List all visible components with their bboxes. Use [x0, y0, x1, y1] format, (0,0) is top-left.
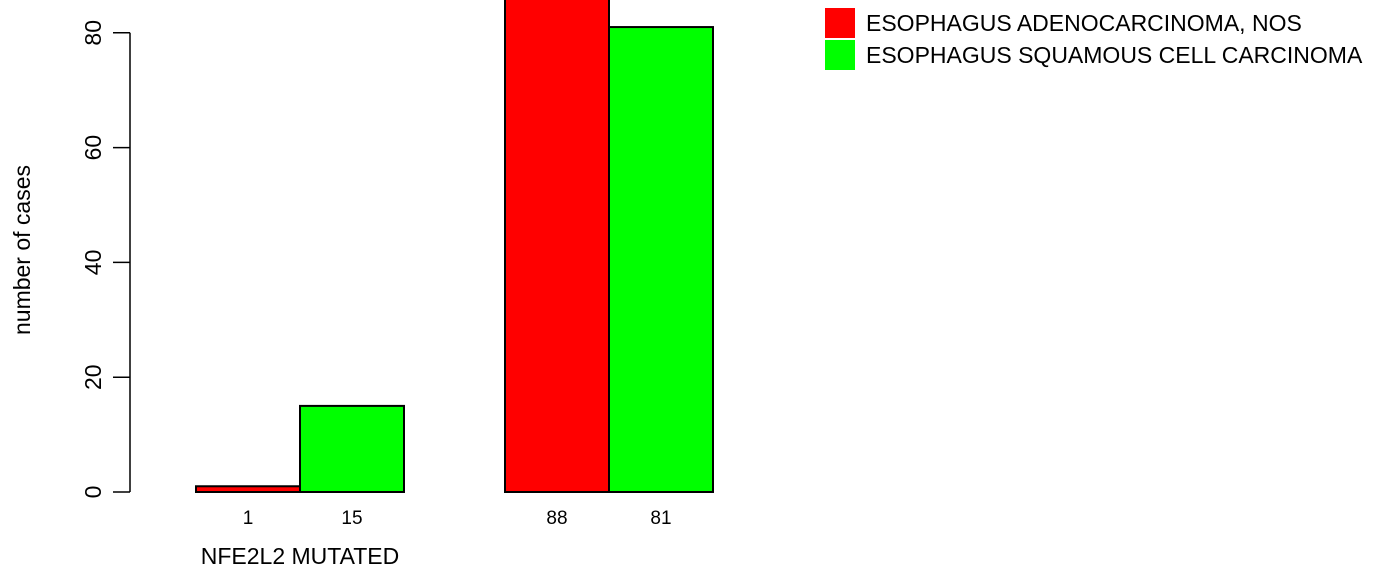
- bars-layer: [195, 0, 714, 494]
- legend-swatch: [825, 8, 855, 38]
- bar-value-label: 88: [546, 508, 567, 529]
- group-labels: NFE2L2 MUTATED: [201, 543, 400, 569]
- bar-1-1: [195, 485, 301, 494]
- bar-value-label: 15: [341, 508, 362, 529]
- bar-value-label: 81: [650, 508, 671, 529]
- y-tick-label: 60: [80, 135, 106, 161]
- bar-value-labels: 1 15 88 81: [243, 508, 672, 529]
- y-tick-label: 40: [80, 250, 106, 276]
- legend: ESOPHAGUS ADENOCARCINOMA, NOS ESOPHAGUS S…: [825, 8, 1363, 70]
- y-tick-label: 80: [80, 20, 106, 46]
- legend-swatch: [825, 40, 855, 70]
- bar-2-2: [608, 26, 714, 494]
- y-tick-label: 20: [80, 364, 106, 390]
- bar-value-label: 1: [243, 508, 254, 529]
- bar-2-1: [504, 0, 610, 493]
- y-axis-label: number of cases: [9, 165, 35, 335]
- y-axis: 0 20 40 60 80: [80, 20, 131, 499]
- y-tick-label: 0: [80, 486, 106, 499]
- bar-1-2: [299, 404, 405, 493]
- group-label: NFE2L2 MUTATED: [201, 543, 400, 569]
- legend-label: ESOPHAGUS ADENOCARCINOMA, NOS: [866, 10, 1302, 36]
- legend-label: ESOPHAGUS SQUAMOUS CELL CARCINOMA: [866, 42, 1363, 68]
